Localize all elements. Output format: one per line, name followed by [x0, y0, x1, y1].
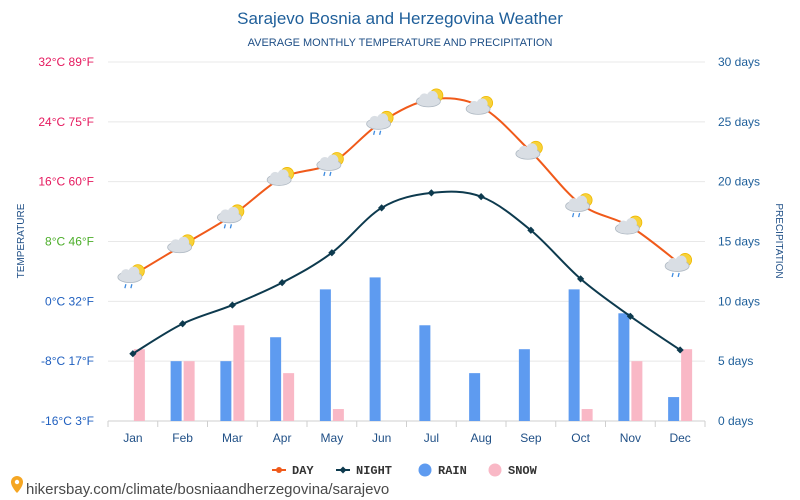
night-point: [427, 189, 435, 197]
legend: DAY NIGHT RAIN SNOW: [272, 463, 538, 478]
series-lines: [129, 97, 684, 358]
rain-bar: [518, 349, 530, 421]
x-tick-label: Nov: [620, 431, 641, 445]
snow-bar: [183, 361, 195, 421]
tick-labels: 32°C 89°F 24°C 75°F 16°C 60°F 8°C 46°F 0°C 3…: [38, 55, 760, 445]
snow-bar: [233, 325, 245, 421]
cloud-sun-rain-icon: [565, 193, 593, 218]
rain-bar: [369, 277, 381, 421]
y-tick-label-right: 5 days: [718, 354, 753, 368]
y-tick-label-right: 15 days: [718, 235, 760, 249]
night-point: [577, 275, 585, 283]
cloud-sun-rain-icon: [117, 264, 145, 289]
x-tick-label: Oct: [571, 431, 590, 445]
legend-label: RAIN: [438, 464, 467, 478]
cloud-sun-rain-icon: [216, 204, 245, 229]
night-point: [477, 193, 485, 201]
y-tick-label-left: 8°C 46°F: [45, 235, 94, 249]
y-axis-label-right: PRECIPITATION: [773, 203, 784, 278]
x-tick-label: Feb: [172, 431, 193, 445]
y-tick-label-right: 20 days: [718, 175, 760, 189]
legend-item-snow: SNOW: [488, 463, 538, 478]
x-tick-label: Jul: [424, 431, 439, 445]
rain-bar: [668, 397, 680, 421]
rain-bar: [618, 313, 630, 421]
rain-bar: [568, 289, 580, 421]
night-point: [378, 204, 386, 212]
night-point: [278, 279, 286, 287]
grid-lines: [107, 61, 706, 427]
day-line: [132, 97, 681, 277]
rain-bar: [419, 325, 431, 421]
snow-bar: [681, 349, 693, 421]
y-axis-label-left: TEMPERATURE: [16, 203, 27, 278]
night-line: [132, 190, 681, 355]
location-pin-icon: [11, 476, 23, 493]
y-tick-label-right: 0 days: [718, 414, 753, 428]
footer: hikersbay.com/climate/bosniaandherzegovi…: [11, 476, 389, 498]
x-tick-label: Mar: [222, 431, 243, 445]
snow-bar: [581, 409, 593, 421]
x-tick-label: Jun: [372, 431, 391, 445]
legend-swatch: [418, 463, 432, 477]
legend-item-rain: RAIN: [418, 463, 467, 478]
y-tick-label-left: -8°C 17°F: [41, 354, 94, 368]
legend-marker: [276, 467, 282, 473]
rain-bar: [319, 289, 331, 421]
night-point: [179, 320, 187, 328]
snow-bar: [631, 361, 643, 421]
y-tick-label-right: 10 days: [718, 294, 760, 308]
rain-bar: [220, 361, 232, 421]
night-point: [328, 249, 336, 257]
cloud-sun-rain-icon: [366, 110, 394, 135]
y-tick-label-left: 32°C 89°F: [38, 55, 94, 69]
snow-bar: [283, 373, 295, 421]
legend-label: DAY: [292, 464, 314, 478]
cloud-sun-icon: [614, 215, 643, 235]
x-tick-label: May: [321, 431, 344, 445]
footer-url[interactable]: hikersbay.com/climate/bosniaandherzegovi…: [26, 481, 389, 498]
y-tick-label-right: 30 days: [718, 55, 760, 69]
night-point: [129, 350, 137, 358]
y-tick-label-left: 24°C 75°F: [38, 115, 94, 129]
cloud-sun-icon: [167, 234, 195, 254]
x-tick-label: Sep: [520, 431, 542, 445]
cloud-sun-icon: [266, 167, 295, 186]
legend-label: NIGHT: [356, 464, 392, 478]
night-point: [228, 301, 236, 309]
weather-icons: [117, 88, 693, 289]
rain-bar: [469, 373, 481, 421]
cloud-sun-icon: [415, 88, 444, 108]
snow-bar: [133, 349, 145, 421]
y-tick-label-right: 25 days: [718, 115, 760, 129]
legend-item-night: NIGHT: [336, 464, 392, 478]
x-tick-label: Jan: [123, 431, 142, 445]
night-point: [527, 226, 535, 234]
chart-subtitle: AVERAGE MONTHLY TEMPERATURE AND PRECIPIT…: [248, 37, 553, 49]
x-tick-label: Dec: [669, 431, 690, 445]
snow-bar: [332, 409, 344, 421]
legend-marker: [339, 466, 347, 474]
y-tick-label-left: 0°C 32°F: [45, 294, 94, 308]
x-tick-label: Apr: [273, 431, 292, 445]
y-tick-label-left: 16°C 60°F: [38, 175, 94, 189]
y-tick-label-left: -16°C 3°F: [41, 414, 94, 428]
legend-label: SNOW: [508, 464, 538, 478]
legend-swatch: [488, 463, 502, 477]
bars: [133, 277, 693, 421]
cloud-sun-rain-icon: [664, 253, 693, 278]
night-point: [676, 346, 684, 354]
x-tick-label: Aug: [470, 431, 491, 445]
cloud-sun-icon: [465, 95, 494, 115]
legend-item-day: DAY: [272, 464, 314, 478]
cloud-sun-icon: [515, 140, 543, 160]
rain-bar: [270, 337, 282, 421]
chart-title: Sarajevo Bosnia and Herzegovina Weather: [237, 9, 563, 28]
rain-bar: [170, 361, 182, 421]
night-point: [626, 312, 634, 320]
cloud-sun-rain-icon: [316, 152, 344, 177]
